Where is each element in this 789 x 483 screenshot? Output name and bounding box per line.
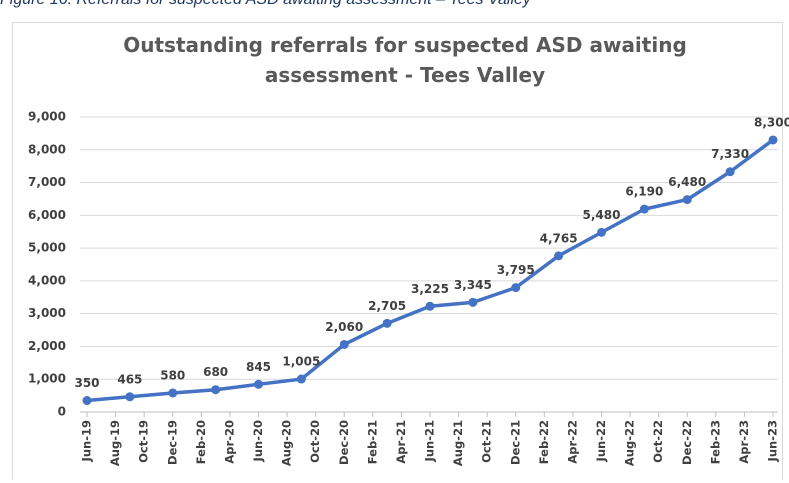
data-label: 680: [203, 365, 228, 379]
chart-frame: [12, 22, 783, 483]
x-tick-label: Oct-22: [651, 420, 665, 463]
point: [168, 388, 178, 398]
y-tick-label: 7,000: [28, 175, 66, 189]
x-tick-label: Aug-20: [280, 420, 294, 466]
x-tick-label: Apr-23: [737, 420, 751, 464]
x-tick-label: Aug-21: [451, 420, 465, 466]
data-label: 8,300: [754, 115, 789, 129]
data-label: 350: [74, 376, 99, 390]
x-tick-label: Dec-20: [337, 420, 351, 465]
y-tick-label: 8,000: [28, 142, 66, 156]
point: [382, 318, 392, 328]
point: [125, 392, 135, 402]
x-tick-label: Jun-20: [251, 420, 265, 462]
data-label: 5,480: [583, 208, 621, 222]
point: [511, 283, 521, 293]
y-tick-label: 3,000: [28, 306, 66, 320]
point: [554, 251, 564, 261]
x-tick-label: Aug-22: [623, 420, 637, 466]
data-label: 4,765: [540, 231, 578, 245]
x-tick-label: Apr-22: [565, 420, 579, 464]
point: [82, 396, 92, 406]
data-label: 3,795: [497, 263, 535, 277]
point: [211, 385, 221, 395]
point: [639, 204, 649, 214]
data-label: 3,345: [454, 278, 492, 292]
data-label: 580: [160, 368, 185, 382]
point: [768, 135, 778, 145]
data-label: 465: [117, 372, 142, 386]
point: [254, 379, 263, 389]
x-tick-label: Dec-22: [680, 420, 694, 465]
data-label: 6,190: [625, 185, 663, 199]
x-tick-label: Feb-23: [708, 420, 722, 464]
point: [296, 374, 306, 384]
x-tick-label: Jun-21: [423, 420, 437, 462]
x-tick-label: Jun-19: [80, 420, 94, 462]
x-tick-label: Aug-19: [108, 420, 122, 466]
chart-title: Outstanding referrals for suspected ASD …: [123, 33, 687, 87]
point: [682, 195, 692, 205]
x-tick-label: Dec-21: [508, 420, 522, 465]
x-tick-label: Apr-21: [394, 420, 408, 464]
point: [339, 339, 349, 349]
point: [725, 167, 735, 177]
x-tick-label: Jun-23: [766, 420, 780, 462]
y-tick-label: 4,000: [28, 273, 66, 287]
data-label: 7,330: [711, 147, 749, 161]
point: [425, 301, 435, 311]
data-label: 2,060: [325, 320, 363, 334]
y-tick-label: 9,000: [28, 110, 66, 124]
y-tick-label: 1,000: [28, 372, 66, 386]
x-tick-label: Oct-19: [137, 420, 151, 463]
y-tick-label: 6,000: [28, 208, 66, 222]
x-tick-label: Oct-20: [308, 420, 322, 463]
x-tick-label: Feb-21: [365, 420, 379, 464]
data-label: 2,705: [368, 299, 406, 313]
x-tick-label: Apr-20: [222, 420, 236, 464]
data-label: 3,225: [411, 282, 449, 296]
point: [597, 227, 606, 237]
y-tick-label: 2,000: [28, 339, 66, 353]
x-tick-label: Oct-21: [480, 420, 494, 463]
caption: Figure 16: Referrals for suspected ASD a…: [0, 0, 532, 8]
data-label: 6,480: [668, 175, 706, 189]
x-tick-label: Jun-22: [594, 420, 608, 462]
data-label: 1,005: [282, 355, 320, 369]
x-tick-label: Dec-19: [165, 420, 179, 465]
point: [468, 297, 478, 307]
x-tick-label: Feb-20: [194, 420, 208, 464]
data-label: 845: [246, 360, 271, 374]
y-tick-label: 5,000: [28, 241, 66, 255]
y-tick-label: 0: [58, 405, 66, 419]
x-tick-label: Feb-22: [537, 420, 551, 464]
